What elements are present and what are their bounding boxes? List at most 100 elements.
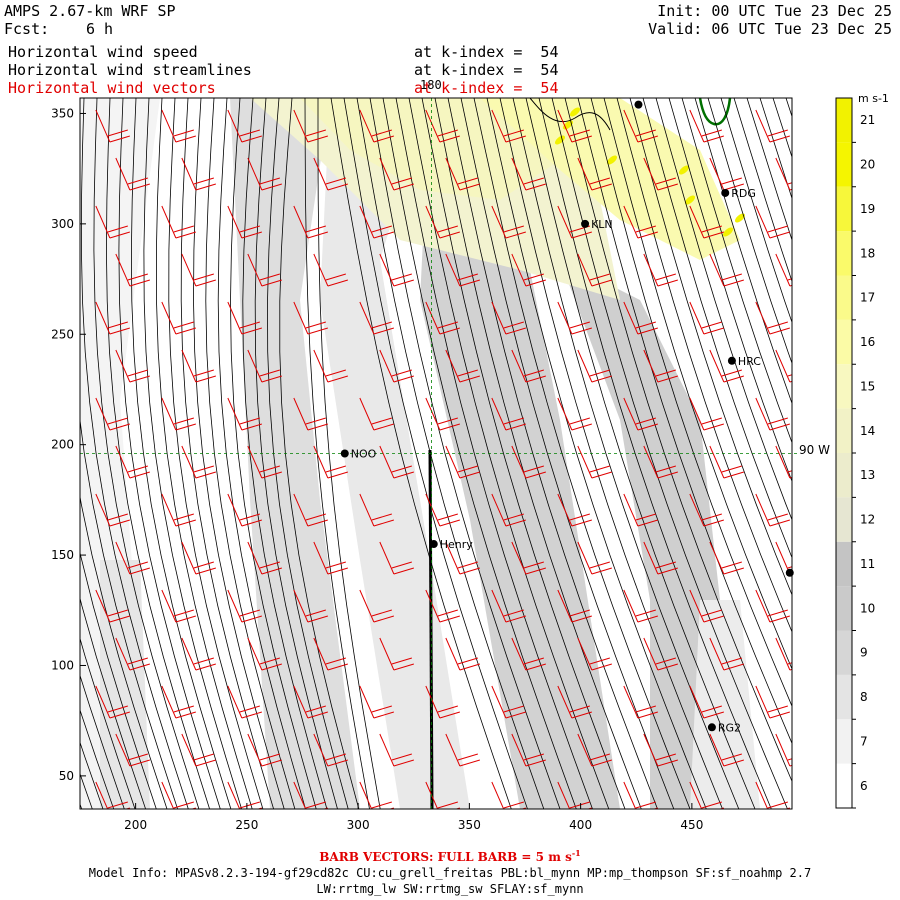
field-name-vectors: Horizontal wind vectors xyxy=(8,79,216,97)
wind-barb-79 xyxy=(247,445,282,479)
wind-barb-90 xyxy=(227,493,262,527)
streamline-66 xyxy=(577,98,792,745)
streamline-45 xyxy=(304,98,370,809)
streamline-11 xyxy=(0,98,7,809)
colorbar: 6 7 8 9 10 11 12 13 14 15 16 17 18 19 20 21 xyxy=(835,97,875,809)
speed-band-9 xyxy=(100,560,150,809)
colorbar-box-11 xyxy=(836,275,852,320)
wind-barb-100 xyxy=(181,541,216,575)
streamline-59 xyxy=(486,98,707,809)
wind-barb-143 xyxy=(115,733,150,767)
wind-barb-55 xyxy=(115,349,150,383)
streamline-24 xyxy=(80,596,146,809)
streamline-34 xyxy=(155,98,253,809)
wind-barb-84 xyxy=(577,445,612,479)
wind-barb-157 xyxy=(293,781,328,809)
speed-max-2 xyxy=(607,155,617,165)
wind-barb-124 xyxy=(313,637,348,671)
wind-barb-26 xyxy=(359,205,394,239)
wind-barb-22 xyxy=(95,205,130,239)
colorbar-label-10: 16 xyxy=(860,335,875,349)
wind-barb-104 xyxy=(445,541,480,575)
colorbar-label-0: 6 xyxy=(860,779,868,793)
streamline-17 xyxy=(0,98,71,809)
streamline-63 xyxy=(538,98,772,809)
wind-barb-117 xyxy=(557,589,592,623)
wind-barb-45 xyxy=(161,301,196,335)
wind-barb-4 xyxy=(359,109,394,143)
wind-barb-32 xyxy=(755,205,790,239)
wind-barb-105 xyxy=(511,541,546,575)
wind-barb-66 xyxy=(95,397,130,431)
y-tick-label-5: 300 xyxy=(51,217,74,231)
streamline-80 xyxy=(759,98,792,200)
streamline-85 xyxy=(825,98,900,809)
x-tick-label-4: 400 xyxy=(569,818,592,832)
y-tick-label-6: 350 xyxy=(51,106,74,120)
wind-barb-88 xyxy=(95,493,130,527)
wind-barb-118 xyxy=(623,589,658,623)
wind-barb-138 xyxy=(491,685,526,719)
streamline-21 xyxy=(80,708,115,809)
wind-barb-64 xyxy=(709,349,744,383)
wind-barb-110 xyxy=(95,589,130,623)
field-level-speed: at k-index = 54 xyxy=(414,43,559,61)
wind-barb-47 xyxy=(293,301,328,335)
wind-barb-50 xyxy=(491,301,526,335)
station-marker-4 xyxy=(429,540,438,549)
wind-barb-144 xyxy=(181,733,216,767)
colorbar-box-4 xyxy=(836,586,852,631)
wind-barb-70 xyxy=(359,397,394,431)
wind-barb-145 xyxy=(247,733,282,767)
wind-barb-7 xyxy=(557,109,592,143)
streamline-14 xyxy=(0,98,39,809)
wind-barb-93 xyxy=(425,493,460,527)
streamline-74 xyxy=(681,98,792,444)
wind-barb-74 xyxy=(623,397,658,431)
station-label-3: NOO xyxy=(351,448,377,461)
streamline-20 xyxy=(80,741,104,809)
streamline-40 xyxy=(230,98,317,809)
wind-barb-18 xyxy=(577,157,612,191)
model-title: AMPS 2.67-km WRF SP xyxy=(4,2,176,20)
speed-max-6 xyxy=(723,227,733,237)
wind-barb-37 xyxy=(379,253,414,287)
wind-barb-125 xyxy=(379,637,414,671)
streamline-35 xyxy=(168,98,264,809)
ice-edge-segment xyxy=(529,98,611,131)
wind-barbs xyxy=(95,109,792,809)
colorbar-label-7: 13 xyxy=(860,468,875,482)
streamline-72 xyxy=(655,98,792,521)
wind-barb-16 xyxy=(445,157,480,191)
wind-barb-14 xyxy=(313,157,348,191)
wind-barb-133 xyxy=(161,685,196,719)
wind-barb-35 xyxy=(247,253,282,287)
wind-barb-128 xyxy=(577,637,612,671)
wind-barb-129 xyxy=(643,637,678,671)
streamline-87 xyxy=(851,98,900,809)
wind-barb-28 xyxy=(491,205,526,239)
colorbar-label-4: 10 xyxy=(860,601,875,615)
streamline-55 xyxy=(434,98,642,809)
colorbar-label-5: 11 xyxy=(860,557,875,571)
wind-barb-91 xyxy=(293,493,328,527)
speed-band-2 xyxy=(320,98,470,809)
station-marker-2 xyxy=(727,356,736,365)
streamline-48 xyxy=(343,98,528,809)
streamline-47 xyxy=(330,98,512,809)
forecast-hour: 6 h xyxy=(86,20,114,38)
streamline-37 xyxy=(193,98,285,809)
wind-barb-149 xyxy=(511,733,546,767)
colorbar-box-12 xyxy=(836,231,852,276)
x-tick-label-2: 300 xyxy=(347,818,370,832)
speed-band-7 xyxy=(480,98,740,260)
colorbar-box-5 xyxy=(836,541,852,587)
streamline-36 xyxy=(180,98,274,809)
wind-barb-27 xyxy=(425,205,460,239)
wind-barb-152 xyxy=(709,733,744,767)
streamline-52 xyxy=(395,98,593,809)
wind-barb-3 xyxy=(293,109,328,143)
streamline-89 xyxy=(877,98,900,809)
colorbar-box-1 xyxy=(836,719,852,764)
